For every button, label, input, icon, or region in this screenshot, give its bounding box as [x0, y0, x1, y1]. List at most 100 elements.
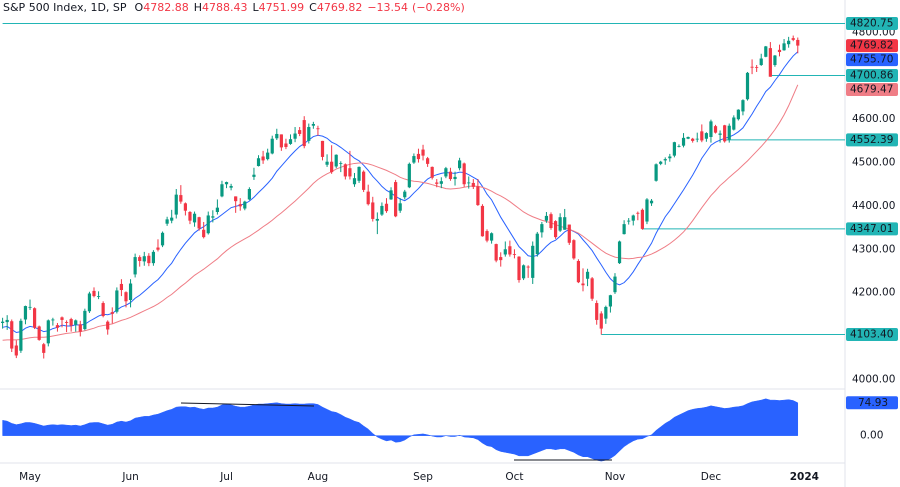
candle-body [421, 149, 425, 156]
candle-body [723, 125, 727, 142]
candle-body [380, 205, 384, 215]
candle-body [92, 290, 96, 297]
candle-body [613, 276, 617, 293]
candle-body [773, 55, 777, 66]
x-tick-label: Sep [413, 471, 433, 483]
candle-body [78, 324, 82, 332]
candle-body [567, 224, 571, 243]
y-tick-label: 4300.00 [852, 243, 895, 255]
candle-body [704, 133, 708, 139]
candle-body [453, 176, 457, 180]
candle-body [69, 319, 73, 326]
y-tick-label: 4000.00 [852, 373, 895, 385]
candle-body [787, 40, 791, 45]
candle-body [599, 313, 603, 329]
candle-body [133, 257, 137, 275]
candle-body [42, 344, 46, 353]
candle-body [320, 140, 325, 157]
candle-body [348, 168, 352, 177]
candle-body [192, 213, 197, 223]
legend-change: −13.54 [367, 1, 408, 14]
candle-body [654, 164, 658, 181]
candle-body [458, 160, 462, 169]
candle-body [412, 156, 416, 163]
candle-body [375, 218, 379, 221]
candle-body [316, 128, 320, 130]
candle-body [448, 171, 453, 180]
candle-body [119, 283, 124, 291]
candle-body [713, 126, 718, 133]
candle-body [494, 244, 498, 261]
y-tick-label: 4200.00 [852, 287, 895, 299]
legend-change-pct: (−0.28%) [412, 1, 465, 14]
candle-body [83, 310, 87, 330]
candle-body [55, 325, 60, 328]
x-tick-label: 2024 [790, 471, 819, 483]
candle-body [252, 174, 256, 177]
candle-body [435, 182, 439, 184]
candle-body [261, 156, 265, 161]
divergence-lines [180, 402, 612, 461]
candle-body [695, 138, 699, 140]
candle-body [288, 139, 293, 144]
candle-body [759, 58, 763, 66]
candle-body [74, 320, 78, 325]
candle-body [791, 38, 795, 40]
candle-body [617, 241, 622, 264]
x-tick-label: Jun [121, 471, 138, 483]
price-label: 4820.75 [850, 18, 893, 30]
price-label: 4755.70 [850, 54, 893, 66]
candle-body [741, 100, 745, 112]
candle-body [28, 306, 32, 308]
legend-title: S&P 500 Index, 1D, SP [3, 1, 127, 14]
candle-body [489, 233, 494, 241]
candle-body [206, 215, 210, 234]
candle-body [170, 217, 174, 221]
candle-body [645, 199, 649, 222]
candle-body [732, 117, 736, 130]
candle-body [23, 306, 28, 320]
candle-body [563, 217, 567, 230]
candle-body [256, 158, 261, 167]
candle-body [371, 202, 375, 219]
candle-body [334, 154, 338, 167]
price-label: 4700.86 [850, 69, 894, 81]
candle-body [106, 321, 110, 330]
candle-body [307, 127, 311, 141]
price-label-background [846, 53, 898, 67]
candle-body [394, 182, 398, 217]
candle-body [595, 303, 599, 320]
oscillator-area [2, 398, 799, 462]
y-tick-label: 4400.00 [852, 200, 895, 212]
candle-body [768, 48, 772, 77]
candle-body [517, 256, 521, 281]
candle-body [535, 233, 539, 255]
candle-body [796, 39, 800, 46]
candle-body [14, 345, 18, 356]
candle-body [343, 164, 347, 177]
candle-body [238, 204, 242, 207]
candle-body [677, 146, 681, 147]
candle-body [750, 66, 754, 68]
candle-body [604, 306, 608, 319]
candle-body [147, 255, 151, 264]
price-label-background [846, 68, 898, 82]
candle-body [622, 224, 626, 235]
x-tick-label: Nov [605, 471, 626, 483]
candle-body [549, 214, 553, 229]
price-label-background [846, 17, 898, 31]
candle-body [215, 207, 219, 212]
candle-body [37, 326, 41, 340]
candle-body [407, 163, 411, 188]
chart-legend: S&P 500 Index, 1D, SP O4782.88 H4788.43 L47… [3, 1, 465, 14]
candle-body [426, 158, 430, 164]
candle-body [755, 67, 759, 68]
price-label-background [846, 82, 898, 96]
candle-body [115, 290, 119, 312]
candle-body [234, 196, 238, 202]
candle-body [270, 138, 274, 154]
legend-key: L [253, 1, 260, 14]
oscillator-tick-label: 0.00 [860, 430, 883, 442]
x-tick-label: Jul [219, 471, 233, 483]
price-label: 4769.82 [850, 40, 893, 52]
